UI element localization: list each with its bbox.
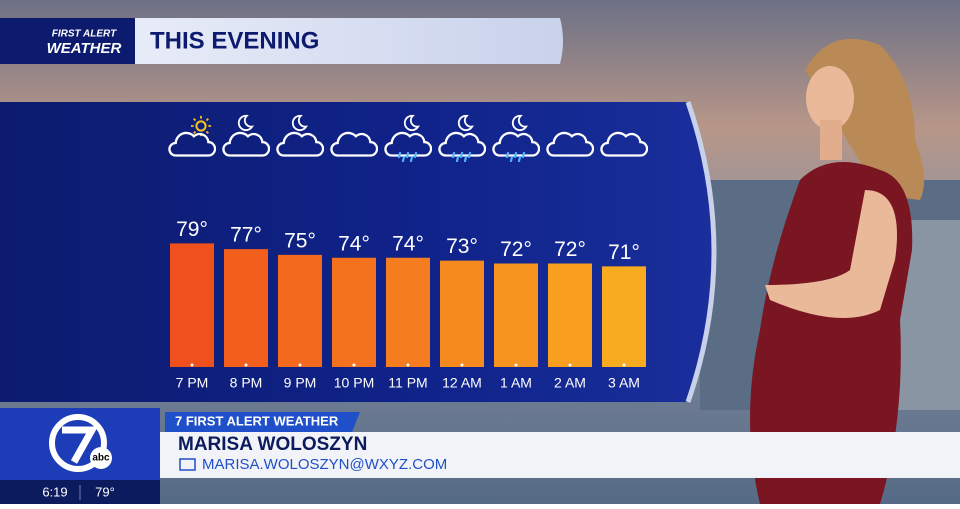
- value-label: 74°: [338, 232, 370, 255]
- bar-dot: [568, 363, 572, 367]
- x-tick-label: 9 PM: [284, 375, 317, 391]
- x-tick-label: 7 PM: [176, 375, 209, 391]
- station-seven: [62, 426, 98, 464]
- x-tick-label: 3 AM: [608, 375, 640, 391]
- value-label: 75°: [284, 229, 316, 252]
- email: MARISA.WOLOSZYN@WXYZ.COM: [202, 456, 447, 473]
- station-logo: [49, 414, 107, 472]
- x-tick-label: 12 AM: [442, 375, 482, 391]
- value-label: 72°: [554, 238, 586, 261]
- bar-dot: [406, 363, 410, 367]
- bar: [170, 243, 214, 367]
- name-band: [160, 432, 960, 478]
- bar: [386, 257, 430, 367]
- value-label: 71°: [608, 241, 640, 264]
- x-tick-label: 8 PM: [230, 375, 263, 391]
- logo-line1: FIRST ALERT: [52, 29, 117, 40]
- x-tick-label: 10 PM: [334, 375, 374, 391]
- value-label: 73°: [446, 235, 478, 258]
- tag: 7 FIRST ALERT WEATHER: [175, 413, 339, 428]
- chart-title: THIS EVENING: [150, 27, 319, 54]
- tag-box: [165, 412, 360, 432]
- value-label: 72°: [500, 238, 532, 261]
- bar: [332, 257, 376, 367]
- bar: [548, 263, 592, 367]
- x-tick-label: 1 AM: [500, 375, 532, 391]
- bar-dot: [622, 363, 626, 367]
- time: 6:19: [42, 484, 67, 499]
- abc-text: abc: [92, 453, 110, 464]
- bar: [494, 263, 538, 367]
- value-label: 77°: [230, 224, 262, 247]
- logo-box: [0, 18, 135, 64]
- value-label: 74°: [392, 232, 424, 255]
- presenter-name: MARISA WOLOSZYN: [178, 434, 367, 455]
- logo-line2: WEATHER: [47, 40, 122, 57]
- x-tick-label: 11 PM: [388, 375, 427, 391]
- bar: [278, 254, 322, 367]
- x-tick-label: 2 AM: [554, 375, 586, 391]
- bar-dot: [514, 363, 518, 367]
- bar-dot: [190, 363, 194, 367]
- temperature: 79°: [95, 484, 115, 499]
- bar-dot: [460, 363, 464, 367]
- bar-dot: [352, 363, 356, 367]
- bar: [224, 249, 268, 367]
- bar-dot: [298, 363, 302, 367]
- abc-circle: [90, 447, 112, 469]
- bar: [602, 266, 646, 367]
- panel-edge: [685, 101, 717, 403]
- bar: [440, 260, 484, 367]
- email-icon: [179, 458, 196, 471]
- title-bar: [135, 18, 563, 64]
- value-label: 79°: [176, 218, 208, 241]
- presenter: [750, 38, 924, 504]
- bar-dot: [244, 363, 248, 367]
